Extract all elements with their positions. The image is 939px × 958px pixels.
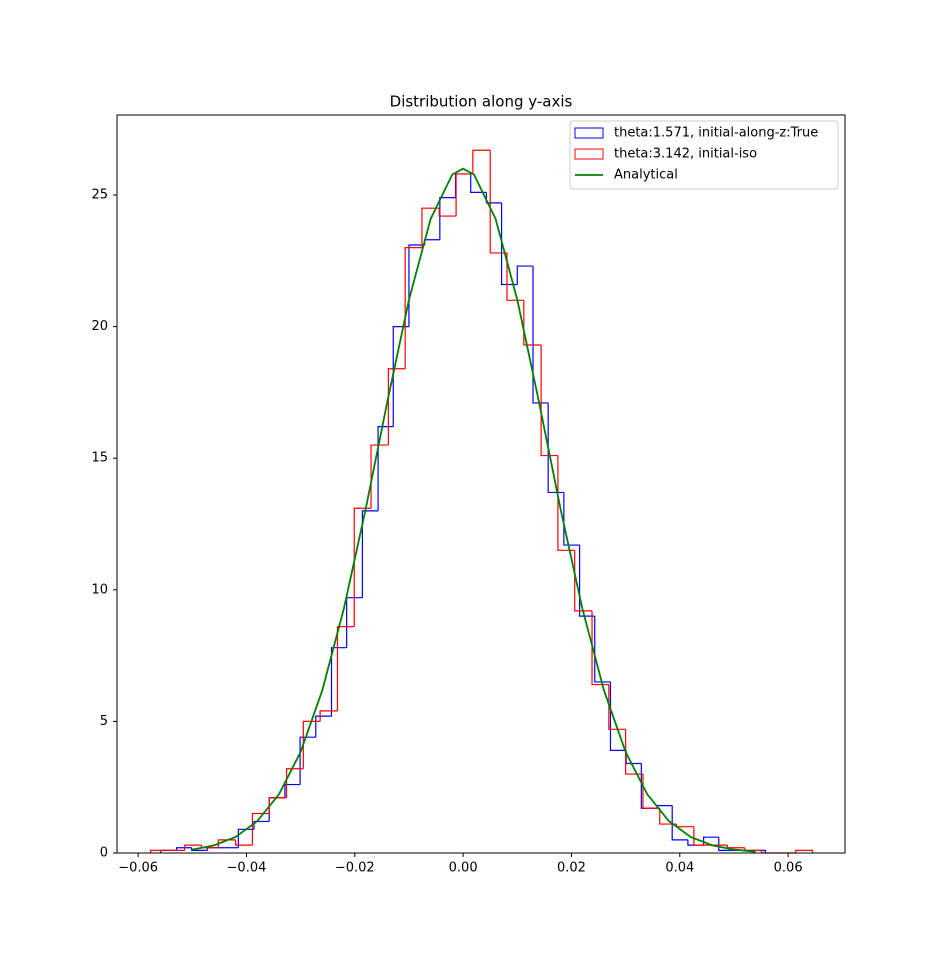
histogram-bin: [149, 849, 168, 853]
histogram-bin: [408, 244, 425, 327]
legend-label: theta:1.571, initial-along-z:True: [614, 126, 818, 141]
histogram-bin: [574, 550, 593, 612]
histogram-bin: [361, 510, 379, 598]
legend-swatch: [574, 148, 604, 160]
histogram-bin: [608, 684, 626, 730]
histogram-bin: [455, 173, 473, 217]
histogram-bin: [424, 239, 440, 246]
y-tick-label: 25: [91, 188, 108, 203]
histogram-bin: [472, 149, 491, 174]
histogram-bin: [470, 173, 487, 193]
x-tick-label: −0.02: [335, 861, 375, 876]
histogram-bin: [500, 202, 518, 286]
histogram-bin: [319, 710, 338, 722]
histogram-bin: [726, 845, 745, 849]
histogram-bin: [404, 247, 422, 369]
histogram-bin: [563, 492, 580, 546]
histogram-bin: [268, 797, 285, 822]
histogram-bin: [439, 197, 456, 240]
histogram-bin: [392, 326, 409, 427]
histogram-bin: [370, 444, 389, 509]
histogram-bin: [454, 173, 471, 198]
y-tick-label: 5: [100, 714, 108, 729]
legend-box: [569, 120, 839, 190]
histogram-bin: [284, 783, 301, 798]
histogram-bin: [336, 626, 355, 711]
histogram-bin: [191, 847, 208, 851]
plot-frame: [116, 114, 846, 854]
histogram-bin: [235, 839, 253, 846]
x-tick-label: 0.00: [449, 861, 478, 876]
histogram-bin: [268, 797, 287, 814]
histogram-bin: [578, 545, 595, 617]
histogram-bin: [718, 837, 735, 851]
histogram-bin: [659, 808, 677, 825]
legend-swatch: [574, 127, 604, 139]
histogram-bin: [237, 828, 255, 848]
chart-title: Distribution along y-axis: [390, 93, 573, 111]
histogram-bin: [175, 847, 192, 851]
histogram-bin: [594, 616, 611, 683]
x-tick-label: −0.06: [118, 861, 158, 876]
histogram-bin: [489, 150, 507, 254]
legend-label: theta:3.142, initial-iso: [614, 147, 757, 162]
histogram-bin: [387, 368, 406, 446]
histogram-bin: [302, 720, 321, 769]
histogram-bin: [703, 836, 719, 846]
line: [192, 167, 756, 853]
histogram-bin: [253, 820, 270, 830]
x-tick-label: −0.04: [227, 861, 267, 876]
y-tick-label: 0: [100, 846, 108, 861]
histogram-bin: [532, 266, 549, 404]
histogram-bin: [795, 849, 814, 853]
y-tick-label: 20: [91, 319, 108, 334]
histogram-bin: [315, 715, 332, 738]
y-tick-label: 10: [91, 582, 108, 597]
histogram-bin: [438, 208, 457, 217]
histogram-bin: [184, 844, 202, 851]
histogram-bin: [516, 265, 533, 285]
histogram-bin: [675, 824, 694, 828]
y-tick-label: 15: [91, 451, 108, 466]
histogram-bin: [421, 207, 440, 248]
histogram-bin: [540, 345, 558, 457]
histogram-bin: [523, 300, 542, 346]
histogram-bin: [485, 192, 502, 204]
histogram-bin: [285, 768, 304, 798]
x-tick-label: 0.04: [665, 861, 694, 876]
histogram-bin: [330, 647, 347, 717]
histogram-bin: [609, 681, 627, 751]
x-tick-label: 0.02: [557, 861, 586, 876]
legend-label: Analytical: [614, 168, 678, 183]
histogram-bin: [671, 805, 688, 841]
histogram-bin: [693, 826, 711, 846]
histogram-bin: [547, 402, 564, 494]
x-tick-label: 0.06: [774, 861, 803, 876]
histogram-bin: [251, 812, 270, 846]
